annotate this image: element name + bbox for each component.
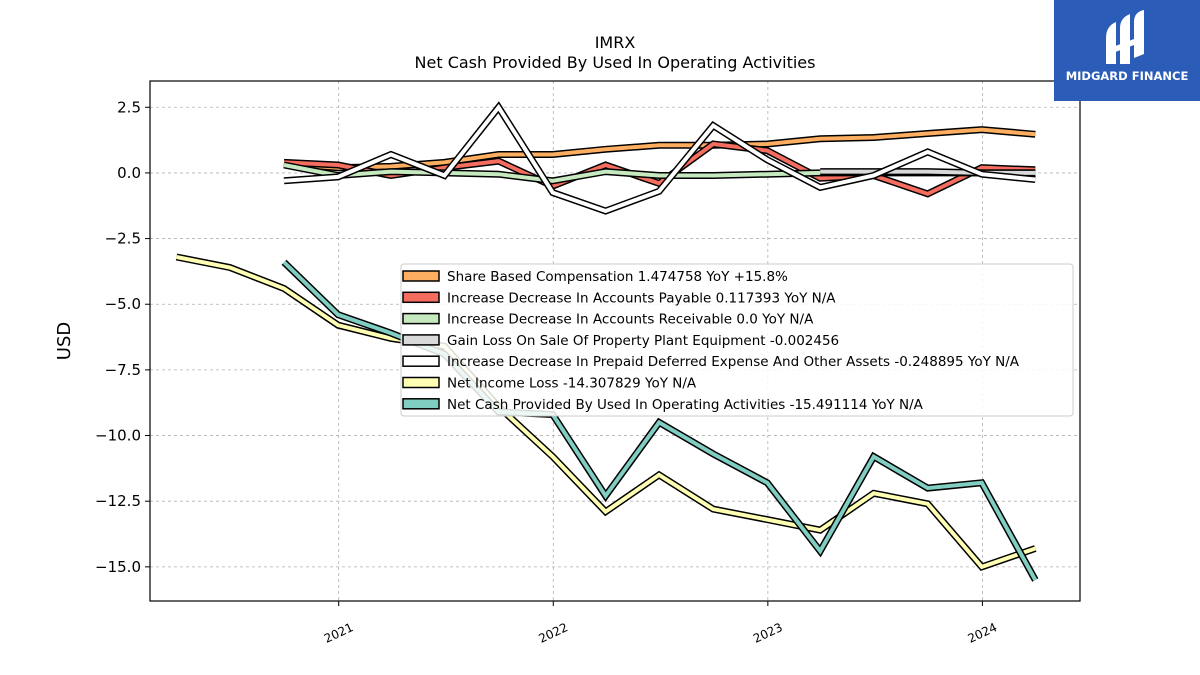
legend: Share Based Compensation 1.474758 YoY +1… [400, 263, 1074, 417]
legend-entry: Increase Decrease In Prepaid Deferred Ex… [447, 354, 1020, 370]
legend-box [400, 263, 1074, 417]
x-tick-label: 2022 [536, 620, 570, 646]
legend-swatch [402, 398, 440, 410]
chart-title: IMRX [595, 33, 636, 52]
y-tick-label: −10.0 [95, 427, 141, 445]
series-gain-loss-on-sale-of-property-plant-equipment [820, 168, 1036, 177]
series-increase-decrease-in-prepaid-deferred-expense-and-other-assets [283, 101, 1036, 215]
brand-logo: MIDGARD FINANCE [1054, 0, 1200, 101]
y-tick-label: −2.5 [105, 230, 141, 248]
legend-swatch [402, 291, 440, 304]
y-axis-label: USD [54, 322, 75, 360]
y-tick-label: −5.0 [105, 295, 141, 313]
chart-subtitle: Net Cash Provided By Used In Operating A… [415, 53, 816, 72]
y-tick-label: 0.0 [117, 164, 141, 182]
series-layer [175, 101, 1039, 582]
series-share-based-compensation [283, 126, 1036, 172]
legend-entry: Gain Loss On Sale Of Property Plant Equi… [447, 333, 839, 349]
legend-swatch [402, 334, 440, 346]
legend-entry: Net Cash Provided By Used In Operating A… [447, 397, 924, 413]
brand-name: MIDGARD FINANCE [1065, 69, 1189, 83]
legend-swatch [402, 312, 440, 325]
plot-frame [149, 80, 1081, 602]
x-tick-label: 2023 [751, 620, 785, 646]
legend-entry: Increase Decrease In Accounts Payable 0.… [447, 290, 836, 306]
x-axis: 2021 2022 2023 2024 [322, 601, 999, 646]
x-tick-label: 2024 [966, 620, 1000, 646]
legend-swatch [402, 270, 440, 282]
legend-swatch [402, 376, 440, 389]
midgard-logo-icon [1106, 10, 1144, 64]
y-tick-label: −7.5 [105, 361, 141, 379]
series-line [176, 255, 1036, 570]
y-tick-label: −12.5 [95, 492, 141, 510]
legend-entry: Net Income Loss -14.307829 YoY N/A [447, 376, 697, 392]
series-line [283, 103, 1036, 214]
series-net-income-loss [175, 253, 1037, 571]
legend-entry: Share Based Compensation 1.474758 YoY +1… [447, 269, 788, 285]
y-axis: 2.5 0.0 −2.5 −5.0 −7.5 −10.0 −12.5 −15.0 [95, 98, 150, 576]
y-tick-label: −15.0 [95, 558, 141, 576]
y-tick-label: 2.5 [117, 98, 141, 116]
x-tick-label: 2021 [322, 620, 356, 646]
legend-entry: Increase Decrease In Accounts Receivable… [447, 312, 814, 328]
legend-swatch [402, 355, 440, 367]
series-line [820, 169, 1036, 175]
